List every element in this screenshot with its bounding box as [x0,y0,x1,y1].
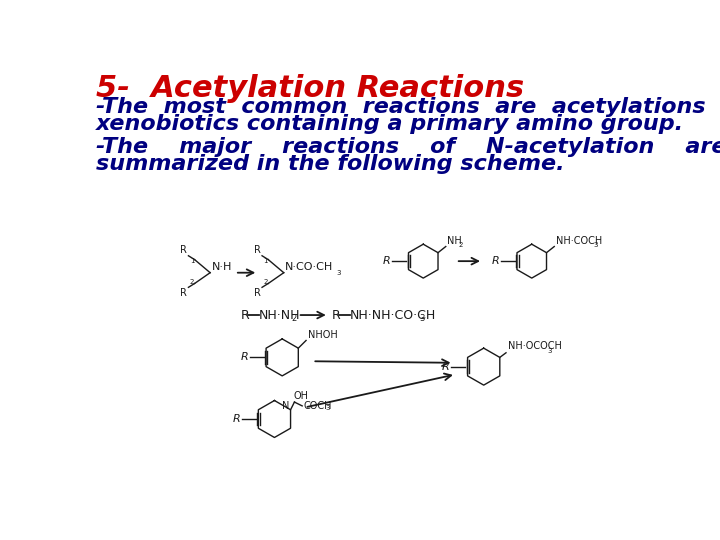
Text: 3: 3 [325,405,330,411]
Text: 1: 1 [264,258,268,264]
Text: R: R [180,288,187,298]
Text: R: R [180,245,187,255]
Text: 3: 3 [548,348,552,354]
Text: -The    major    reactions    of    N-acetylation    are: -The major reactions of N-acetylation ar… [96,137,720,157]
Text: R: R [233,414,240,424]
Text: NH·NH: NH·NH [259,308,300,321]
Text: 2: 2 [264,279,268,285]
Text: NH·COCH: NH·COCH [556,236,602,246]
Text: N·CO·CH: N·CO·CH [285,262,333,272]
Text: R: R [492,256,499,266]
Text: 5-  Acetylation Reactions: 5- Acetylation Reactions [96,74,524,103]
Text: summarized in the following scheme.: summarized in the following scheme. [96,154,564,174]
Text: R: R [253,245,261,255]
Text: 1: 1 [190,258,194,264]
Text: R: R [332,308,341,321]
Text: R: R [241,308,250,321]
Text: 3: 3 [593,242,598,248]
Text: R: R [383,256,391,266]
Text: NHOH: NHOH [307,330,338,340]
Text: 3: 3 [419,314,425,322]
Text: R: R [253,288,261,298]
Text: R: R [240,353,248,362]
Text: N: N [282,401,289,411]
Text: 3: 3 [336,270,341,276]
Text: xenobiotics containing a primary amino group.: xenobiotics containing a primary amino g… [96,114,684,134]
Text: NH: NH [447,236,462,246]
Text: NH·OCOCH: NH·OCOCH [508,341,562,351]
Text: 2: 2 [190,279,194,285]
Text: N·H: N·H [212,262,232,272]
Text: R: R [442,362,449,372]
Text: COCH: COCH [304,401,332,411]
Text: 2: 2 [458,242,462,248]
Text: -The  most  common  reactions  are  acetylations  of: -The most common reactions are acetylati… [96,97,720,117]
Text: OH: OH [294,390,309,401]
Text: 2: 2 [292,314,297,322]
Text: NH·NH·CO·CH: NH·NH·CO·CH [350,308,436,321]
